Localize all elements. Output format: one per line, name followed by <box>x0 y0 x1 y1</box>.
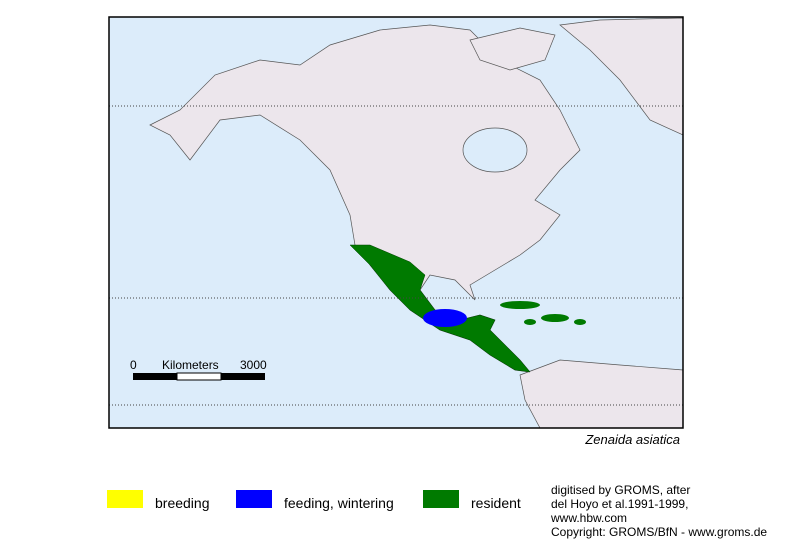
legend-swatch <box>107 490 143 508</box>
species-name: Zenaida asiatica <box>584 432 680 447</box>
scale-end: 3000 <box>240 358 267 372</box>
credit-line: Copyright: GROMS/BfN - www.groms.de <box>551 525 767 539</box>
map-frame <box>108 16 684 429</box>
legend: breeding feeding, wintering resident <box>107 490 521 511</box>
legend-label: breeding <box>155 495 210 511</box>
caribbean-islands <box>500 301 586 325</box>
scale-bar: 0 Kilometers 3000 <box>130 358 267 381</box>
credit-line: digitised by GROMS, after <box>551 483 690 497</box>
resident-range <box>349 244 531 373</box>
hudson-bay <box>462 127 528 173</box>
arctic-island <box>469 27 556 71</box>
feeding-range <box>423 309 467 327</box>
scale-segment <box>176 372 222 381</box>
credit-line: www.hbw.com <box>550 511 627 525</box>
credit-line: del Hoyo et al.1991-1999, <box>551 497 688 511</box>
scale-start: 0 <box>130 358 137 372</box>
legend-label: resident <box>471 495 521 511</box>
scale-segment <box>133 373 177 380</box>
south-america <box>519 359 684 429</box>
scale-unit: Kilometers <box>162 358 219 372</box>
scale-segment <box>221 373 265 380</box>
frame-border <box>108 16 684 429</box>
legend-swatch <box>236 490 272 508</box>
legend-label: feeding, wintering <box>284 495 394 511</box>
legend-swatch <box>423 490 459 508</box>
